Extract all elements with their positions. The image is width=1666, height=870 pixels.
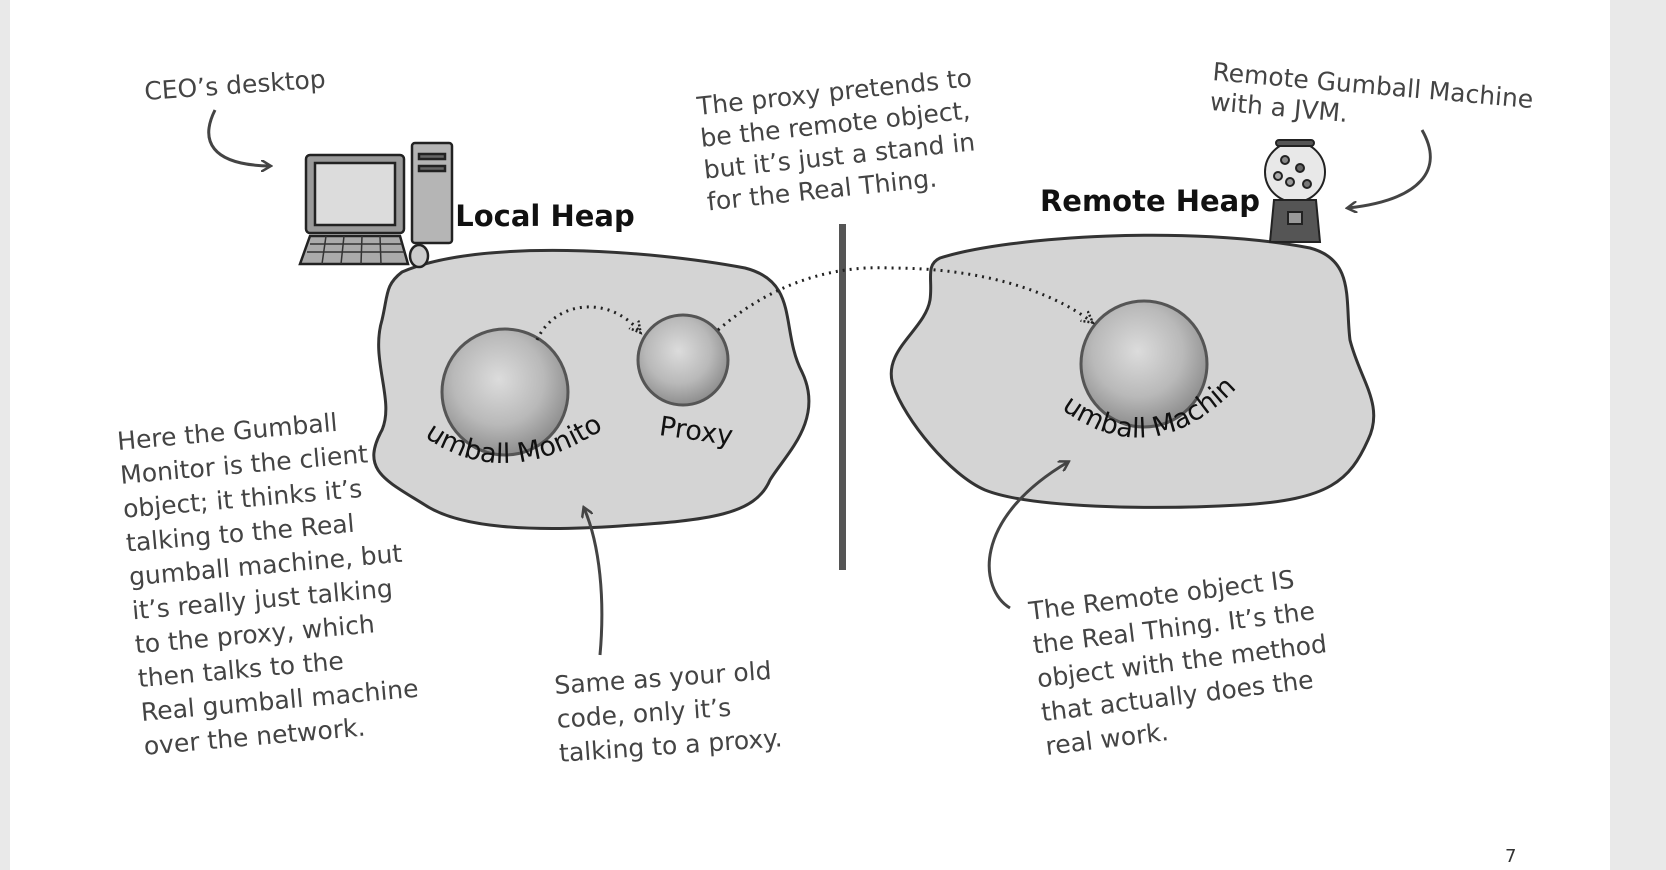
proxy-pretends-note: The proxy pretends to be the remote obje… xyxy=(695,62,992,216)
page-number: 7 xyxy=(1505,846,1517,867)
gumball-machine-icon xyxy=(1264,139,1326,243)
network-divider xyxy=(839,224,846,570)
ceo-desktop-note: CEO’s desktop xyxy=(143,64,326,106)
remote-object-note: The Remote object IS the Real Thing. It’… xyxy=(1026,561,1344,761)
remote-heap-title: Remote Heap xyxy=(1040,184,1260,218)
monitor-to-proxy-arrow xyxy=(535,305,640,341)
local-heap-title: Local Heap xyxy=(455,199,634,233)
ceo-desktop-arrow xyxy=(207,109,270,166)
proxy-diagram: Local Heap Remote Heap Gumball Monitor P… xyxy=(10,0,1542,768)
old-code-note: Same as your old code, only it’s talking… xyxy=(553,655,785,767)
remote-object-arrow xyxy=(987,462,1068,610)
slide-page: Local Heap Remote Heap Gumball Monitor P… xyxy=(10,0,1610,870)
local-heap-blob xyxy=(372,248,811,530)
proxy-sphere xyxy=(636,313,730,407)
gumball-monitor-sphere xyxy=(440,327,570,457)
gumball-machine-sphere xyxy=(1079,299,1209,429)
computer-icon xyxy=(298,141,454,269)
remote-machine-arrow xyxy=(1348,129,1432,208)
remote-machine-note: Remote Gumball Machine with a JVM. xyxy=(1209,57,1542,145)
proxy-to-machine-arrow xyxy=(717,266,1092,332)
old-code-arrow xyxy=(584,508,604,656)
